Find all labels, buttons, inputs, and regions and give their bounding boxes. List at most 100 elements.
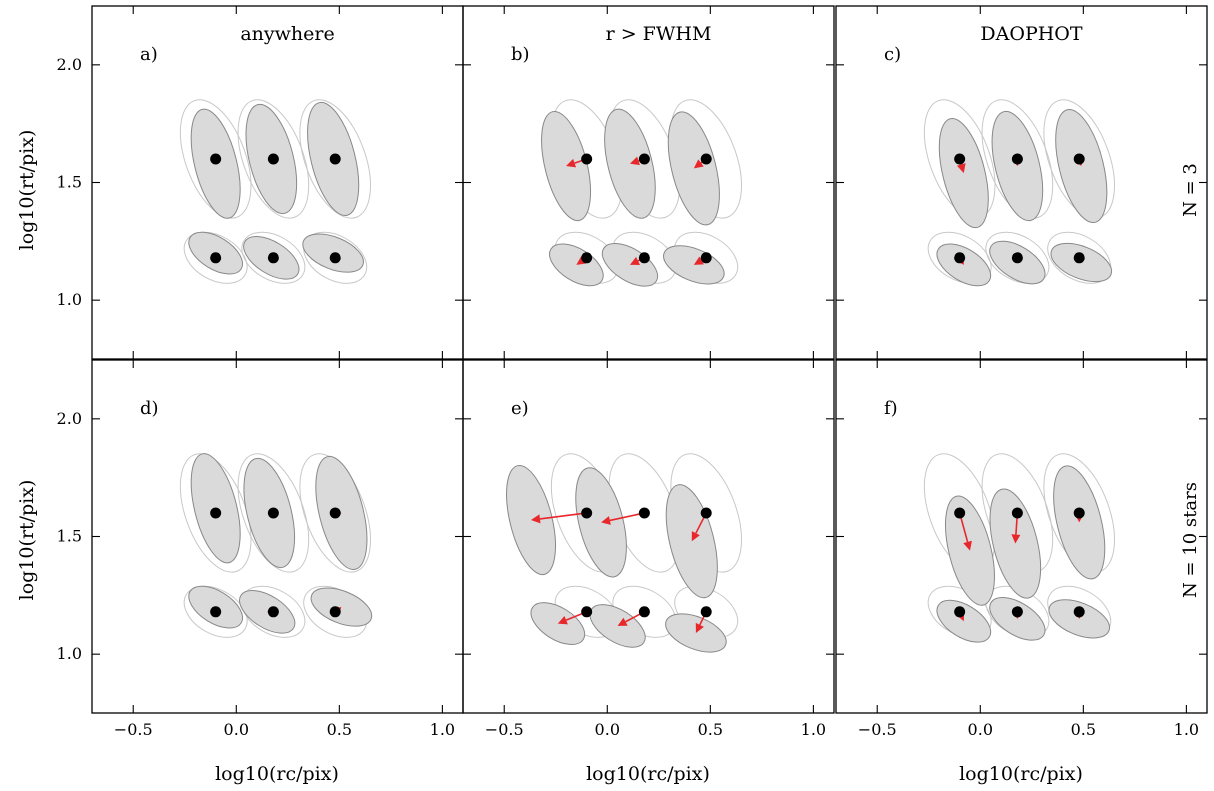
row-label-bottom: N = 10 stars (1180, 482, 1201, 598)
panel-f: −0.5 0.0 0.5 1.0 f) (835, 359, 1208, 739)
true-point (329, 153, 341, 165)
panel-label: c) (884, 44, 901, 65)
x-tick-label: −0.5 (485, 720, 524, 739)
offset-arrowhead (531, 514, 541, 524)
true-ellipse (179, 99, 252, 219)
y-tick-label: 1.0 (57, 290, 82, 309)
true-point (267, 252, 279, 264)
x-tick-label: −0.5 (858, 720, 897, 739)
panel-label: f) (884, 398, 898, 419)
true-point (954, 606, 966, 618)
true-ellipse (299, 99, 371, 219)
true-point (638, 507, 650, 519)
panel-d: −0.5 0.0 0.5 1.0 1.0 1.5 2.0 d) (57, 359, 464, 739)
true-point (700, 507, 712, 519)
x-tick-label: 0.0 (968, 720, 993, 739)
offset-arrowhead (1011, 534, 1021, 544)
true-point (1011, 252, 1023, 264)
x-axis-labels: log10(rc/pix) log10(rc/pix) log10(rc/pix… (215, 763, 1083, 785)
true-point (329, 507, 341, 519)
x-tick-label: −0.5 (114, 720, 153, 739)
true-point (954, 153, 966, 165)
true-point (267, 606, 279, 618)
true-point (638, 606, 650, 618)
offset-arrowhead (566, 158, 577, 168)
true-point (329, 252, 341, 264)
panel-title: r > FWHM (606, 23, 712, 45)
offset-arrowhead (629, 156, 640, 166)
y-axis-label-bottom: log10(rt/pix) (16, 480, 38, 601)
offset-arrowhead (629, 256, 641, 265)
panel-c: c) DAOPHOT (835, 5, 1208, 360)
true-point (954, 507, 966, 519)
offset-arrowhead (576, 256, 587, 265)
x-tick-label: 1.0 (801, 720, 826, 739)
y-axis-label-top: log10(rt/pix) (16, 130, 38, 251)
x-tick-label: 0.0 (595, 720, 620, 739)
offset-arrowhead (557, 616, 568, 625)
x-tick-label: 0.0 (224, 720, 249, 739)
true-point (638, 252, 650, 264)
y-tick-label: 2.0 (57, 409, 82, 428)
panel-e: −0.5 0.0 0.5 1.0 e) (462, 359, 835, 739)
panel-b: b) r > FWHM (462, 5, 835, 360)
true-ellipse (985, 231, 1050, 284)
panels: 1.0 1.5 2.0 a) anywhere b) r > FWHM c) DAOPHOT −0… (57, 5, 1208, 739)
true-point (581, 507, 593, 519)
x-axis-label-1: log10(rc/pix) (215, 763, 339, 785)
true-point (1073, 507, 1085, 519)
true-point (210, 507, 222, 519)
offset-arrowhead (601, 516, 611, 525)
offset-arrowhead (956, 163, 966, 174)
y-tick-label: 1.5 (57, 173, 82, 192)
true-point (1011, 153, 1023, 165)
true-point (700, 153, 712, 165)
true-point (1073, 252, 1085, 264)
x-tick-label: 0.5 (698, 720, 723, 739)
row-labels: N = 3 N = 10 stars (1180, 163, 1201, 598)
true-point (581, 252, 593, 264)
x-tick-label: 1.0 (430, 720, 455, 739)
panel-label: e) (511, 398, 529, 419)
true-point (581, 153, 593, 165)
y-axis-labels: log10(rt/pix) log10(rt/pix) (16, 130, 38, 601)
true-ellipse (179, 453, 252, 573)
x-axis-label-2: log10(rc/pix) (586, 763, 710, 785)
panel-title: DAOPHOT (980, 23, 1082, 45)
true-point (1011, 507, 1023, 519)
true-ellipse (299, 453, 371, 573)
y-tick-label: 2.0 (57, 55, 82, 74)
panel-a: 1.0 1.5 2.0 a) anywhere (57, 5, 464, 360)
true-point (267, 153, 279, 165)
true-point (581, 606, 593, 618)
x-tick-label: 0.5 (327, 720, 352, 739)
offset-arrowhead (963, 540, 972, 551)
offset-arrowhead (693, 159, 704, 169)
x-tick-label: 1.0 (1174, 720, 1199, 739)
x-tick-label: 0.5 (1071, 720, 1096, 739)
panel-label: d) (140, 398, 159, 419)
true-point (329, 606, 341, 618)
panel-frame (835, 5, 1208, 360)
offset-arrow (609, 512, 645, 522)
panel-frame (462, 359, 835, 714)
true-point (700, 252, 712, 264)
true-point (1011, 606, 1023, 618)
true-point (210, 252, 222, 264)
true-point (210, 153, 222, 165)
true-point (267, 507, 279, 519)
true-point (638, 153, 650, 165)
offset-arrow (539, 512, 587, 520)
offset-arrowhead (695, 622, 704, 633)
true-ellipse (241, 231, 306, 284)
y-tick-label: 1.0 (57, 644, 82, 663)
offset-arrowhead (691, 531, 700, 542)
true-point (1073, 606, 1085, 618)
true-ellipse (183, 231, 248, 284)
row-label-top: N = 3 (1180, 163, 1201, 217)
offset-arrowhead (693, 256, 704, 265)
true-ellipse (183, 585, 248, 638)
x-axis-label-3: log10(rc/pix) (959, 763, 1083, 785)
true-point (700, 606, 712, 618)
